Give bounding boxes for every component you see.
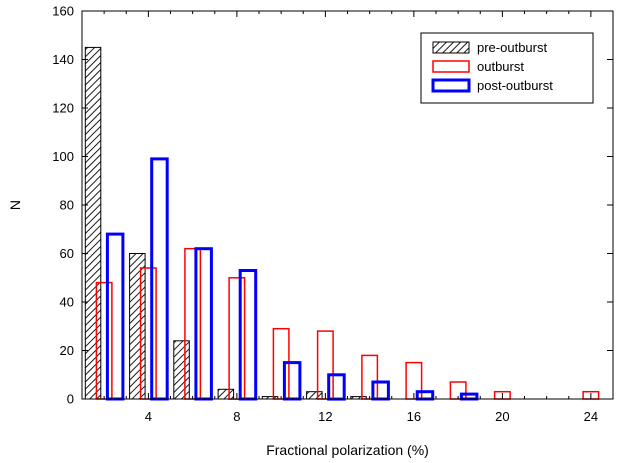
y-tick-label: 60	[60, 246, 74, 261]
legend-swatch-pre-outburst	[432, 41, 470, 54]
bar-post-outburst-8	[238, 269, 258, 401]
legend-swatch-post-outburst	[431, 78, 471, 93]
bar-pre-outburst-12	[306, 391, 323, 400]
y-tick-label: 20	[60, 343, 74, 358]
bar-outburst-12	[316, 330, 334, 400]
bars-layer	[84, 46, 600, 401]
bar-pre-outburst-2	[84, 46, 102, 400]
bar-outburst-8	[228, 277, 246, 400]
x-tick-label: 8	[233, 409, 240, 424]
x-tick-label: 12	[318, 409, 332, 424]
ticks-layer: 0 20 40 60 80 100 120 140 160 4 8 12 16 20 24	[52, 4, 614, 424]
bar-outburst-14	[361, 354, 379, 400]
x-tick-label: 20	[495, 409, 509, 424]
bar-post-outburst-12	[327, 373, 346, 401]
bar-pre-outburst-6	[173, 340, 190, 400]
x-tick-label: 16	[407, 409, 421, 424]
y-tick-label: 100	[52, 149, 74, 164]
y-tick-label: 40	[60, 295, 74, 310]
y-tick-label: 140	[52, 52, 74, 67]
x-tick-label: 4	[145, 409, 152, 424]
legend-label-post-outburst: post-outburst	[477, 78, 553, 93]
legend-swatch-outburst	[432, 60, 470, 73]
bar-post-outburst-14	[371, 380, 390, 401]
bar-post-outburst-2	[105, 232, 125, 401]
legend-label-outburst: outburst	[477, 59, 524, 74]
bar-pre-outburst-8	[217, 388, 235, 400]
bar-post-outburst-4	[150, 157, 169, 401]
legend: pre-outburst outburst post-outburst	[420, 32, 594, 104]
y-axis-label: N	[7, 200, 23, 210]
legend-label-pre-outburst: pre-outburst	[477, 40, 547, 55]
bar-pre-outburst-4	[129, 253, 146, 400]
y-tick-label: 160	[52, 4, 74, 19]
x-tick-label: 24	[584, 409, 598, 424]
y-tick-label: 80	[60, 198, 74, 213]
y-tick-label: 0	[67, 392, 74, 407]
x-axis-label: Fractional polarization (%)	[266, 442, 429, 458]
bar-post-outburst-6	[194, 247, 213, 401]
y-tick-label: 120	[52, 101, 74, 116]
bar-post-outburst-16	[415, 390, 435, 401]
bar-post-outburst-10	[282, 361, 302, 401]
bar-post-outburst-18	[459, 392, 479, 401]
